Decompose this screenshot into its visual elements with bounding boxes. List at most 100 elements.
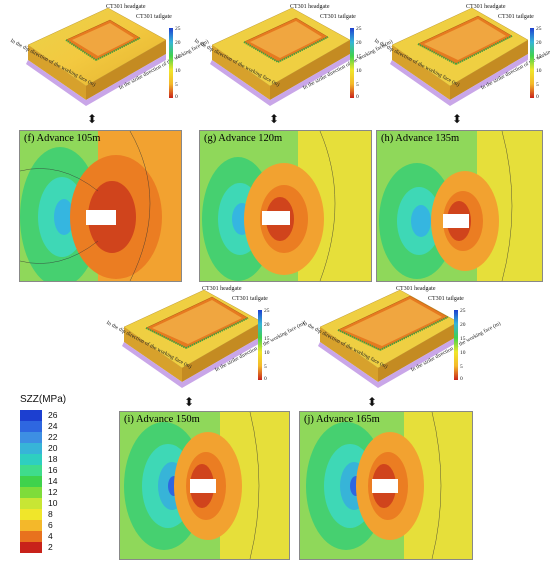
cb-tick-10: 10 <box>175 68 181 74</box>
3d-surface-plot <box>122 289 263 388</box>
stress-3d-view-f: CT301 headgate CT301 tailgate In the str… <box>8 0 210 112</box>
cb-tick-10: 10 <box>356 68 362 74</box>
excavation-zone <box>190 479 216 493</box>
cb-tick-25: 25 <box>356 26 362 32</box>
panel-title: (j) Advance 165m <box>304 414 380 425</box>
cb-tick-25: 25 <box>536 26 542 32</box>
cb-tick-15: 15 <box>356 54 362 60</box>
stress-3d-view-g: CT301 headgate CT301 tailgate In the str… <box>192 0 394 112</box>
stress-legend: SZZ(MPa) 26 24 22 20 18 16 14 12 10 8 6 4 2 <box>16 394 102 558</box>
legend-label: 22 <box>48 432 58 442</box>
colorbar-gradient <box>258 310 262 380</box>
cb-tick-15: 15 <box>460 336 466 342</box>
double-arrow-icon: ⬍ <box>269 112 280 126</box>
legend-swatch <box>20 542 42 553</box>
legend-swatch <box>20 476 42 487</box>
excavation-zone <box>262 211 290 225</box>
stress-3d-view-h: CT301 headgate CT301 tailgate In the str… <box>372 0 550 112</box>
cb-tick-10: 10 <box>460 350 466 356</box>
colorbar-i: 25 20 15 10 5 0 <box>258 308 276 384</box>
excavation-zone <box>443 214 469 228</box>
contour-map <box>300 412 472 559</box>
contour-map <box>20 131 181 281</box>
double-arrow-icon: ⬍ <box>184 395 195 409</box>
legend-swatch <box>20 432 42 443</box>
legend-swatch <box>20 465 42 476</box>
cb-tick-0: 0 <box>175 94 178 100</box>
legend-label: 12 <box>48 487 58 497</box>
cb-tick-0: 0 <box>356 94 359 100</box>
legend-swatch <box>20 421 42 432</box>
colorbar-j: 25 20 15 10 5 0 <box>454 308 472 384</box>
legend-entry: 2 <box>20 542 100 553</box>
cb-tick-15: 15 <box>536 54 542 60</box>
tailgate-label: CT301 tailgate <box>320 14 356 20</box>
headgate-label: CT301 headgate <box>202 286 242 292</box>
legend-entry: 16 <box>20 465 100 476</box>
cb-tick-20: 20 <box>264 322 270 328</box>
contour-panel-i: (i) Advance 150m <box>119 411 290 560</box>
contour-map <box>120 412 289 559</box>
legend-swatch <box>20 520 42 531</box>
legend-entry: 14 <box>20 476 100 487</box>
legend-label: 20 <box>48 443 58 453</box>
contour-panel-f: (f) Advance 105m <box>19 130 182 282</box>
legend-entry: 24 <box>20 421 100 432</box>
cb-tick-20: 20 <box>460 322 466 328</box>
legend-swatch <box>20 454 42 465</box>
cb-tick-15: 15 <box>264 336 270 342</box>
contour-panel-h: (h) Advance 135m <box>376 130 543 282</box>
legend-label: 14 <box>48 476 58 486</box>
double-arrow-icon: ⬍ <box>87 112 98 126</box>
legend-label: 6 <box>48 520 53 530</box>
panel-title: (f) Advance 105m <box>24 133 101 144</box>
cb-tick-15: 15 <box>175 54 181 60</box>
3d-surface-plot <box>318 289 459 388</box>
3d-surface-plot <box>26 7 167 106</box>
cb-tick-20: 20 <box>175 40 181 46</box>
cb-tick-0: 0 <box>536 94 539 100</box>
panel-title: (g) Advance 120m <box>204 133 283 144</box>
tailgate-label: CT301 tailgate <box>136 14 172 20</box>
legend-swatch <box>20 410 42 421</box>
legend-swatch <box>20 487 42 498</box>
legend-entry: 22 <box>20 432 100 443</box>
contour-panel-j: (j) Advance 165m <box>299 411 473 560</box>
cb-tick-10: 10 <box>264 350 270 356</box>
3d-surface-plot <box>390 7 529 106</box>
colorbar-gradient <box>350 28 354 98</box>
cb-tick-20: 20 <box>536 40 542 46</box>
colorbar-gradient <box>454 310 458 380</box>
legend-label: 10 <box>48 498 58 508</box>
legend-label: 4 <box>48 531 53 541</box>
tailgate-label: CT301 tailgate <box>428 296 464 302</box>
legend-label: 8 <box>48 509 53 519</box>
excavation-zone <box>372 479 398 493</box>
legend-label: 16 <box>48 465 58 475</box>
panel-title: (h) Advance 135m <box>381 133 460 144</box>
stress-3d-view-i: CT301 headgate CT301 tailgate In the str… <box>104 282 306 394</box>
legend-entry: 6 <box>20 520 100 531</box>
cb-tick-5: 5 <box>536 82 539 88</box>
legend-swatch <box>20 498 42 509</box>
cb-tick-5: 5 <box>460 364 463 370</box>
3d-surface-plot <box>210 7 351 106</box>
colorbar-gradient <box>169 28 173 98</box>
cb-tick-5: 5 <box>175 82 178 88</box>
cb-tick-5: 5 <box>264 364 267 370</box>
tailgate-label: CT301 tailgate <box>232 296 268 302</box>
double-arrow-icon: ⬍ <box>367 395 378 409</box>
legend-swatch <box>20 509 42 520</box>
cb-tick-25: 25 <box>264 308 270 314</box>
colorbar-f: 25 20 15 10 5 0 <box>169 26 187 102</box>
stress-3d-view-j: CT301 headgate CT301 tailgate In the str… <box>300 282 502 394</box>
cb-tick-10: 10 <box>536 68 542 74</box>
legend-swatch <box>20 443 42 454</box>
cb-tick-5: 5 <box>356 82 359 88</box>
legend-entry: 20 <box>20 443 100 454</box>
headgate-label: CT301 headgate <box>106 4 146 10</box>
legend-entry: 4 <box>20 531 100 542</box>
excavation-zone <box>86 210 116 225</box>
cb-tick-0: 0 <box>264 376 267 382</box>
double-arrow-icon: ⬍ <box>452 112 463 126</box>
